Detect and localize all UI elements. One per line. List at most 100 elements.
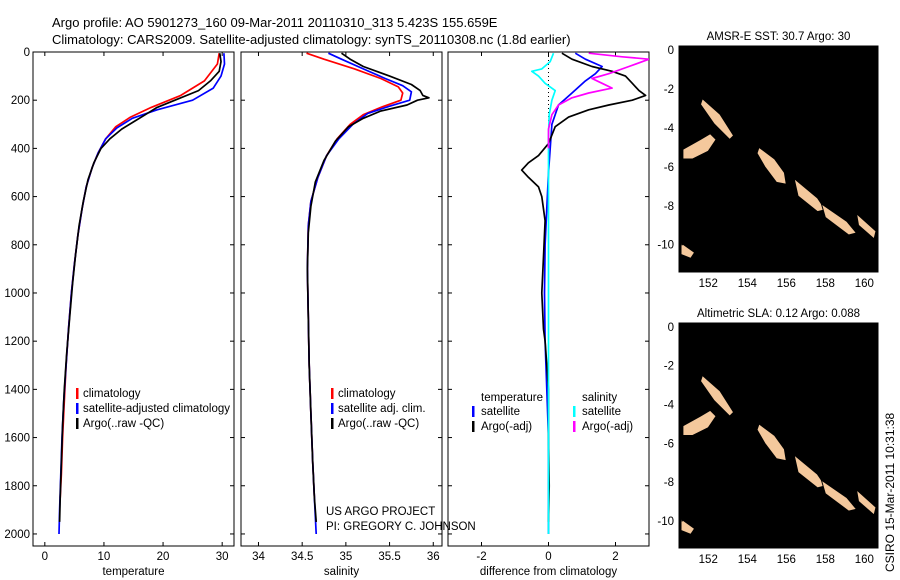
map-cell bbox=[761, 111, 768, 117]
map-cell bbox=[693, 72, 700, 78]
map-cell bbox=[874, 514, 878, 520]
map-cell bbox=[864, 451, 870, 457]
map-cell bbox=[703, 72, 709, 78]
map-cell bbox=[805, 533, 812, 539]
map-cell bbox=[796, 267, 802, 272]
map-cell bbox=[859, 354, 865, 360]
map-cell bbox=[708, 184, 714, 190]
map-cell bbox=[771, 543, 778, 548]
map-cell bbox=[747, 150, 753, 156]
map-cell bbox=[859, 431, 865, 437]
map-cell bbox=[825, 323, 831, 326]
map-cell bbox=[869, 543, 875, 548]
map-cell bbox=[747, 262, 753, 268]
map-cell bbox=[874, 475, 878, 481]
map-cell bbox=[800, 485, 807, 491]
map-cell bbox=[805, 47, 812, 54]
map-cell bbox=[781, 494, 787, 501]
map-cell bbox=[722, 203, 729, 210]
map-cell bbox=[761, 421, 768, 428]
map-cell bbox=[849, 329, 856, 336]
map-cell bbox=[810, 262, 817, 268]
map-cell bbox=[732, 475, 739, 481]
map-cell bbox=[874, 417, 878, 423]
map-cell bbox=[693, 77, 700, 83]
map-cell bbox=[791, 52, 797, 59]
map-cell bbox=[718, 509, 724, 515]
map-cell bbox=[844, 96, 851, 103]
map-cell bbox=[732, 174, 739, 181]
map-cell bbox=[718, 533, 724, 539]
map-cell bbox=[781, 528, 787, 534]
map-cell bbox=[796, 383, 802, 389]
map-cell bbox=[752, 368, 758, 374]
map-cell bbox=[854, 174, 861, 181]
map-cell bbox=[698, 465, 704, 471]
map-cell bbox=[791, 499, 797, 505]
map-cell bbox=[844, 451, 851, 457]
map-cell bbox=[703, 485, 709, 491]
x-tick-label: 160 bbox=[855, 554, 874, 566]
map-cell bbox=[835, 504, 841, 510]
map-cell bbox=[683, 480, 690, 486]
map-cell bbox=[864, 378, 870, 384]
map-cell bbox=[722, 213, 729, 220]
map-cell bbox=[825, 96, 831, 103]
map-cell bbox=[791, 533, 797, 539]
map-cell bbox=[703, 208, 709, 215]
map-cell bbox=[708, 339, 714, 345]
map-cell bbox=[713, 62, 719, 69]
map-cell bbox=[835, 383, 841, 389]
map-cell bbox=[810, 412, 817, 418]
map-cell bbox=[737, 247, 743, 254]
map-cell bbox=[713, 543, 719, 548]
map-cell bbox=[800, 164, 807, 171]
map-cell bbox=[713, 67, 719, 73]
map-cell bbox=[815, 91, 822, 98]
map-cell bbox=[781, 480, 787, 486]
map-cell bbox=[761, 465, 768, 471]
map-cell bbox=[796, 52, 802, 59]
map-cell bbox=[688, 323, 695, 326]
map-cell bbox=[771, 489, 778, 496]
map-cell bbox=[752, 101, 758, 107]
map-cell bbox=[859, 329, 865, 336]
map-cell bbox=[737, 101, 743, 107]
map-cell bbox=[713, 358, 719, 365]
map-cell bbox=[781, 334, 787, 340]
map-cell bbox=[805, 373, 812, 379]
map-cell bbox=[820, 514, 826, 520]
map-cell bbox=[786, 470, 792, 476]
map-cell bbox=[815, 72, 822, 78]
map-cell bbox=[825, 218, 831, 224]
map-cell bbox=[800, 96, 807, 103]
map-cell bbox=[810, 533, 817, 539]
map-cell bbox=[752, 77, 758, 83]
map-cell bbox=[703, 86, 709, 93]
map-cell bbox=[849, 213, 856, 220]
map-cell bbox=[815, 145, 822, 151]
map-cell bbox=[810, 116, 817, 122]
map-cell bbox=[840, 412, 846, 418]
map-cell bbox=[849, 233, 856, 239]
map-cell bbox=[727, 543, 734, 548]
map-cell bbox=[776, 111, 782, 117]
map-cell bbox=[722, 475, 729, 481]
map-cell bbox=[810, 257, 817, 263]
map-cell bbox=[776, 392, 782, 399]
map-cell bbox=[815, 451, 822, 457]
map-cell bbox=[825, 77, 831, 83]
map-cell bbox=[732, 349, 739, 355]
map-cell bbox=[742, 145, 748, 151]
map-cell bbox=[708, 198, 714, 205]
map-cell bbox=[815, 140, 822, 146]
map-cell bbox=[825, 130, 831, 137]
map-cell bbox=[752, 499, 758, 505]
map-cell bbox=[766, 523, 773, 530]
map-cell bbox=[859, 460, 865, 467]
map-cell bbox=[688, 504, 695, 510]
map-cell bbox=[703, 465, 709, 471]
map-cell bbox=[771, 388, 778, 394]
map-cell bbox=[727, 198, 734, 205]
map-cell bbox=[776, 388, 782, 394]
